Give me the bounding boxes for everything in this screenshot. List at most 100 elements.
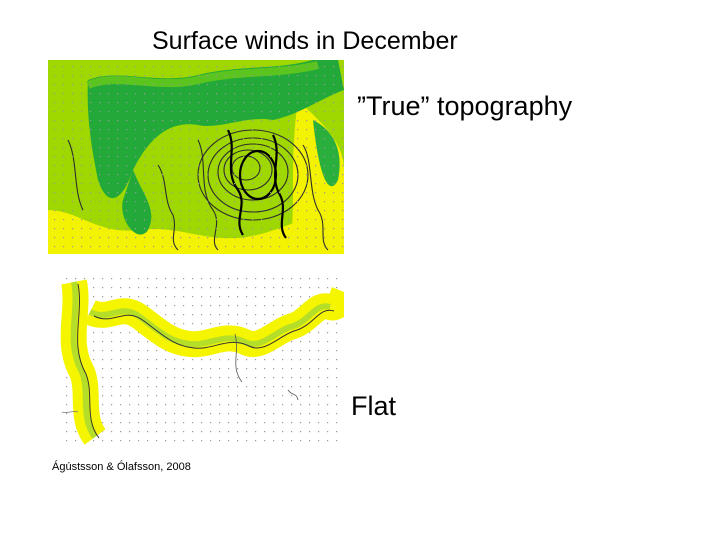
wind-vector-dot [336, 350, 338, 352]
wind-vector-dot [210, 377, 212, 379]
wind-vector-dot [138, 287, 140, 289]
wind-vector-dot [237, 323, 239, 325]
wind-vector-dot [306, 246, 308, 248]
wind-vector-dot [318, 377, 320, 379]
wind-vector-dot [156, 377, 158, 379]
wind-vector-dot [162, 165, 164, 167]
wind-vector-dot [324, 75, 326, 77]
wind-vector-dot [108, 192, 110, 194]
wind-vector-dot [264, 413, 266, 415]
wind-vector-dot [306, 102, 308, 104]
wind-vector-dot [144, 192, 146, 194]
wind-vector-dot [90, 201, 92, 203]
wind-vector-dot [279, 210, 281, 212]
wind-vector-dot [174, 296, 176, 298]
wind-vector-dot [111, 287, 113, 289]
wind-vector-dot [90, 147, 92, 149]
true-topography-wind-map [48, 60, 344, 254]
wind-vector-dot [342, 75, 344, 77]
wind-vector-dot [261, 147, 263, 149]
wind-vector-dot [216, 102, 218, 104]
wind-vector-dot [54, 237, 56, 239]
wind-vector-dot [333, 156, 335, 158]
wind-vector-dot [90, 165, 92, 167]
slide-title: Surface winds in December [152, 27, 458, 55]
wind-vector-dot [156, 404, 158, 406]
wind-vector-dot [108, 174, 110, 176]
wind-vector-dot [171, 84, 173, 86]
wind-region-mid-green [86, 61, 319, 89]
wind-vector-dot [333, 84, 335, 86]
wind-vector-dot [219, 404, 221, 406]
wind-vector-dot [261, 219, 263, 221]
wind-vector-dot [318, 341, 320, 343]
wind-vector-dot [270, 66, 272, 68]
wind-vector-dot [306, 183, 308, 185]
wind-vector-dot [126, 210, 128, 212]
wind-vector-dot [120, 377, 122, 379]
wind-vector-dot [300, 440, 302, 442]
wind-vector-dot [138, 377, 140, 379]
wind-vector-dot [180, 75, 182, 77]
wind-vector-dot [135, 75, 137, 77]
wind-vector-dot [333, 165, 335, 167]
wind-vector-dot [192, 323, 194, 325]
wind-vector-dot [108, 147, 110, 149]
wind-vector-dot [282, 368, 284, 370]
wind-vector-dot [333, 138, 335, 140]
wind-vector-dot [183, 440, 185, 442]
wind-vector-dot [315, 237, 317, 239]
wind-vector-dot [135, 246, 137, 248]
wind-vector-dot [165, 296, 167, 298]
wind-vector-dot [201, 404, 203, 406]
wind-vector-dot [306, 219, 308, 221]
wind-vector-dot [138, 404, 140, 406]
wind-vector-dot [81, 147, 83, 149]
wind-vector-dot [243, 120, 245, 122]
wind-vector-dot [201, 305, 203, 307]
wind-vector-dot [93, 332, 95, 334]
wind-vector-dot [207, 129, 209, 131]
wind-vector-dot [183, 314, 185, 316]
wind-vector-dot [309, 440, 311, 442]
wind-vector-dot [324, 246, 326, 248]
wind-vector-dot [174, 305, 176, 307]
wind-vector-dot [246, 377, 248, 379]
wind-vector-dot [216, 156, 218, 158]
wind-vector-dot [162, 84, 164, 86]
wind-vector-dot [333, 120, 335, 122]
wind-vector-dot [333, 210, 335, 212]
wind-vector-dot [117, 156, 119, 158]
wind-vector-dot [318, 440, 320, 442]
wind-vector-dot [126, 246, 128, 248]
wind-vector-dot [327, 359, 329, 361]
wind-vector-dot [90, 84, 92, 86]
wind-vector-dot [219, 278, 221, 280]
wind-vector-dot [273, 413, 275, 415]
wind-vector-dot [126, 156, 128, 158]
wind-vector-dot [336, 413, 338, 415]
wind-vector-dot [243, 84, 245, 86]
wind-vector-dot [102, 278, 104, 280]
wind-vector-dot [297, 84, 299, 86]
wind-vector-dot [129, 404, 131, 406]
wind-vector-dot [129, 296, 131, 298]
wind-vector-dot [234, 237, 236, 239]
wind-vector-dot [108, 129, 110, 131]
wind-vector-dot [327, 323, 329, 325]
wind-vector-dot [102, 395, 104, 397]
wind-vector-dot [165, 368, 167, 370]
wind-vector-dot [261, 93, 263, 95]
wind-vector-dot [333, 75, 335, 77]
wind-vector-dot [318, 431, 320, 433]
wind-vector-dot [252, 201, 254, 203]
wind-vector-dot [270, 219, 272, 221]
wind-vector-dot [270, 102, 272, 104]
wind-vector-dot [219, 314, 221, 316]
wind-vector-dot [219, 431, 221, 433]
wind-vector-dot [261, 138, 263, 140]
wind-vector-dot [66, 377, 68, 379]
wind-vector-dot [288, 237, 290, 239]
wind-vector-dot [255, 296, 257, 298]
wind-vector-dot [243, 156, 245, 158]
